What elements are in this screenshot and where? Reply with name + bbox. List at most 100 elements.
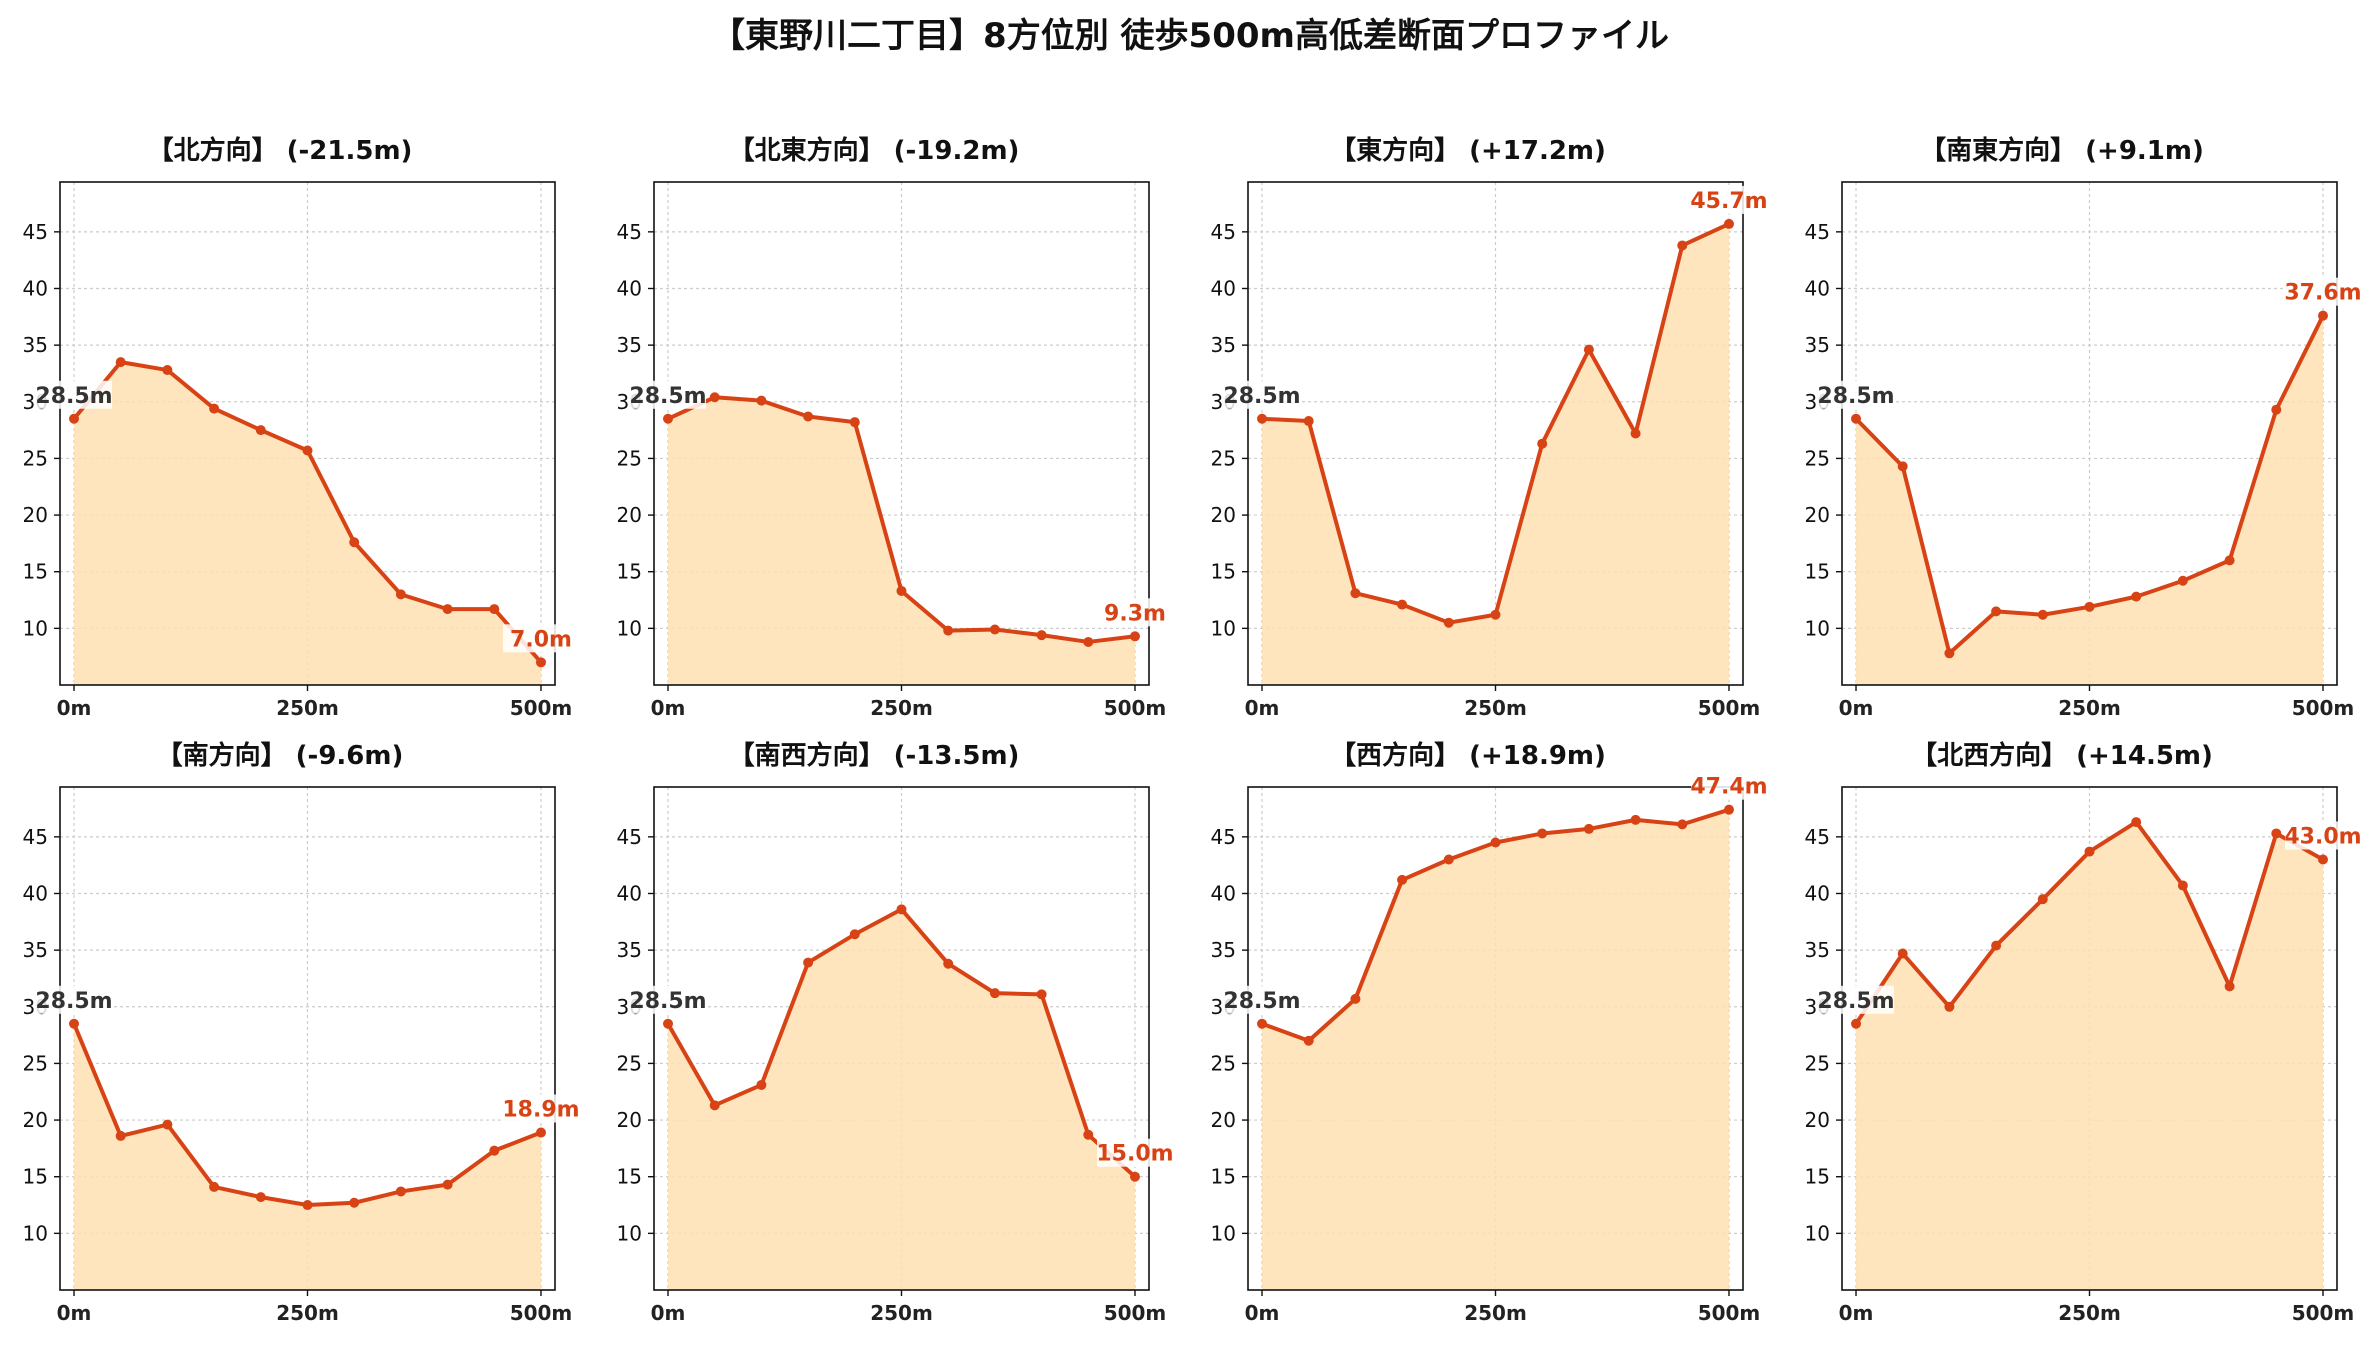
data-point bbox=[2271, 404, 2282, 415]
x-tick-label: 250m bbox=[2058, 1301, 2121, 1325]
y-tick-label: 25 bbox=[1805, 446, 1830, 470]
x-tick-label: 500m bbox=[1104, 1301, 1167, 1325]
end-elevation-label: 43.0m bbox=[2284, 825, 2361, 850]
data-point bbox=[1944, 1001, 1955, 1012]
elevation-area bbox=[668, 909, 1135, 1290]
data-point bbox=[69, 1018, 80, 1029]
data-point bbox=[756, 1079, 767, 1090]
data-point bbox=[1397, 599, 1408, 610]
y-tick-label: 10 bbox=[23, 616, 48, 640]
panel-title: 【北方向】 (-21.5m) bbox=[147, 136, 413, 166]
data-point bbox=[395, 589, 406, 600]
panel-north: 【北方向】 (-21.5m) 10 15 20 25 30 35 40 45 0m 250m 500… bbox=[0, 130, 579, 750]
panel-title: 【西方向】 (+18.9m) bbox=[1330, 741, 1606, 771]
data-point bbox=[1490, 609, 1501, 620]
data-point bbox=[489, 604, 500, 615]
data-point bbox=[943, 625, 954, 636]
data-point bbox=[349, 537, 360, 548]
data-point bbox=[302, 445, 313, 456]
data-point bbox=[162, 1119, 173, 1130]
data-point bbox=[1443, 617, 1454, 628]
elevation-area bbox=[1856, 315, 2323, 685]
panel-southeast: 【南東方向】 (+9.1m) 10 15 20 25 30 35 40 45 0m 250m 500… bbox=[1782, 130, 2362, 750]
data-point bbox=[943, 958, 954, 969]
panel-east: 【東方向】 (+17.2m) 10 15 20 25 30 35 40 45 0m 250m 500… bbox=[1188, 130, 1768, 750]
data-point bbox=[1257, 1018, 1268, 1029]
data-point bbox=[1677, 240, 1688, 251]
start-elevation-label: 28.5m bbox=[629, 384, 706, 409]
start-elevation-label: 28.5m bbox=[1817, 989, 1894, 1014]
label-bg bbox=[2284, 821, 2361, 850]
end-elevation-label: 47.4m bbox=[1690, 775, 1767, 800]
y-tick-label: 10 bbox=[1211, 616, 1236, 640]
y-tick-label: 40 bbox=[1805, 276, 1830, 300]
y-tick-label: 20 bbox=[23, 1108, 48, 1132]
y-tick-label: 20 bbox=[1805, 1108, 1830, 1132]
y-tick-label: 40 bbox=[1805, 881, 1830, 905]
y-tick-label: 20 bbox=[617, 503, 642, 527]
y-tick-label: 40 bbox=[617, 881, 642, 905]
data-point bbox=[896, 904, 907, 915]
data-point bbox=[2037, 609, 2048, 620]
y-tick-label: 25 bbox=[23, 1051, 48, 1075]
y-tick-label: 40 bbox=[1211, 881, 1236, 905]
data-point bbox=[255, 425, 266, 436]
x-tick-label: 500m bbox=[1698, 1301, 1761, 1325]
data-point bbox=[489, 1145, 500, 1156]
x-tick-label: 500m bbox=[510, 1301, 573, 1325]
elevation-area bbox=[668, 397, 1135, 685]
y-tick-label: 40 bbox=[1211, 276, 1236, 300]
start-elevation-label: 28.5m bbox=[1223, 384, 1300, 409]
x-tick-label: 250m bbox=[1464, 696, 1527, 720]
data-point bbox=[115, 357, 126, 368]
data-point bbox=[1350, 588, 1361, 599]
data-point bbox=[1723, 218, 1734, 229]
data-point bbox=[69, 413, 80, 424]
y-tick-label: 25 bbox=[617, 446, 642, 470]
data-point bbox=[663, 1018, 674, 1029]
data-point bbox=[2317, 854, 2328, 865]
data-point bbox=[896, 585, 907, 596]
x-tick-label: 0m bbox=[57, 1301, 92, 1325]
elevation-area bbox=[1262, 223, 1729, 685]
data-point bbox=[1897, 948, 1908, 959]
y-tick-label: 25 bbox=[1211, 1051, 1236, 1075]
data-point bbox=[756, 395, 767, 406]
y-tick-label: 20 bbox=[1211, 1108, 1236, 1132]
y-tick-label: 35 bbox=[617, 333, 642, 357]
y-tick-label: 20 bbox=[617, 1108, 642, 1132]
y-tick-label: 35 bbox=[23, 333, 48, 357]
y-tick-label: 15 bbox=[617, 560, 642, 584]
data-point bbox=[1723, 804, 1734, 815]
figure-title: 【東野川二丁目】8方位別 徒歩500m高低差断面プロファイル bbox=[711, 16, 1669, 56]
y-tick-label: 35 bbox=[1211, 333, 1236, 357]
data-point bbox=[2224, 555, 2235, 566]
data-point bbox=[1083, 1129, 1094, 1140]
panel-west: 【西方向】 (+18.9m) 10 15 20 25 30 35 40 45 0m 250m 500… bbox=[1188, 735, 1768, 1355]
label-bg bbox=[1690, 185, 1767, 214]
end-elevation-label: 15.0m bbox=[1096, 1142, 1173, 1167]
y-tick-label: 45 bbox=[23, 220, 48, 244]
x-tick-label: 0m bbox=[1839, 696, 1874, 720]
data-point bbox=[2131, 817, 2142, 828]
data-point bbox=[2084, 846, 2095, 857]
end-elevation-label: 9.3m bbox=[1104, 601, 1166, 626]
y-tick-label: 45 bbox=[23, 825, 48, 849]
y-tick-label: 25 bbox=[23, 446, 48, 470]
data-point bbox=[1350, 993, 1361, 1004]
y-tick-label: 40 bbox=[23, 881, 48, 905]
x-tick-label: 0m bbox=[1245, 696, 1280, 720]
label-bg bbox=[1224, 985, 1301, 1014]
data-point bbox=[535, 657, 546, 668]
end-elevation-label: 37.6m bbox=[2284, 281, 2361, 306]
data-point bbox=[2224, 981, 2235, 992]
data-point bbox=[1677, 819, 1688, 830]
data-point bbox=[1897, 461, 1908, 472]
y-tick-label: 45 bbox=[617, 220, 642, 244]
